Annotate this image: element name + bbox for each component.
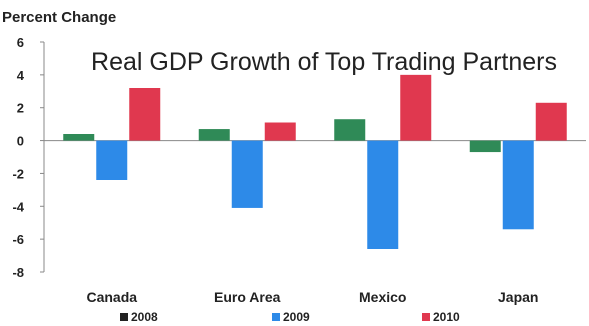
category-label: Japan: [498, 289, 538, 305]
category-label: Euro Area: [214, 289, 281, 305]
category-labels: Canada Euro Area Mexico Japan: [86, 289, 538, 305]
y-tick-label: -4: [12, 199, 24, 214]
category-label: Mexico: [359, 289, 406, 305]
chart-title: Real GDP Growth of Top Trading Partners: [91, 48, 557, 76]
bar-2010-euro-area: [264, 122, 296, 141]
bar-2010-japan: [535, 102, 567, 141]
bar-2009-euro-area: [231, 140, 263, 208]
bar-2008-japan: [469, 140, 501, 153]
y-tick-label: -6: [12, 232, 24, 247]
legend-label: 2008: [131, 310, 158, 324]
legend-swatch-2010: [422, 313, 430, 321]
y-tick-label: -8: [12, 265, 24, 280]
y-tick-label: 0: [17, 134, 24, 149]
legend-label: 2009: [283, 310, 310, 324]
y-tick-label: -2: [12, 166, 24, 181]
legend-label: 2010: [433, 310, 460, 324]
y-axis-label: Percent Change: [2, 9, 116, 26]
legend-swatch-2008: [120, 313, 128, 321]
bar-2009-japan: [502, 140, 534, 230]
bar-2008-mexico: [334, 119, 366, 141]
legend: 2008 2009 2010: [120, 310, 460, 324]
bars: [63, 74, 567, 249]
y-tick-label: 4: [17, 68, 25, 83]
y-tick-label: 6: [17, 35, 24, 50]
bar-2008-euro-area: [198, 129, 230, 141]
legend-swatch-2009: [272, 313, 280, 321]
y-tick-label: 2: [17, 101, 24, 116]
bar-2009-canada: [96, 140, 128, 180]
bar-2008-canada: [63, 134, 95, 141]
bar-2010-canada: [129, 88, 161, 141]
category-label: Canada: [86, 289, 137, 305]
bar-2009-mexico: [367, 140, 399, 249]
bar-2010-mexico: [400, 74, 432, 141]
